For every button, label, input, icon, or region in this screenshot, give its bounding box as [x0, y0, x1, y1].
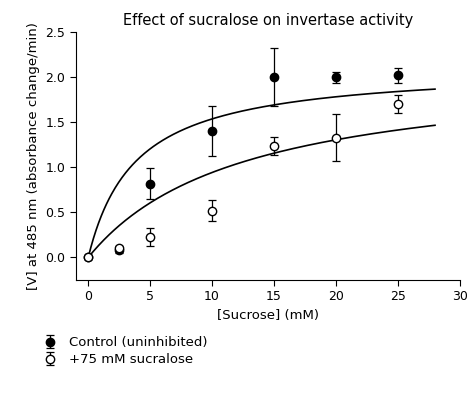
Legend: Control (uninhibited), +75 mM sucralose: Control (uninhibited), +75 mM sucralose	[36, 336, 208, 366]
Title: Effect of sucralose on invertase activity: Effect of sucralose on invertase activit…	[123, 13, 413, 28]
Y-axis label: [V] at 485 nm (absorbance change/min): [V] at 485 nm (absorbance change/min)	[27, 22, 40, 290]
X-axis label: [Sucrose] (mM): [Sucrose] (mM)	[217, 309, 319, 322]
